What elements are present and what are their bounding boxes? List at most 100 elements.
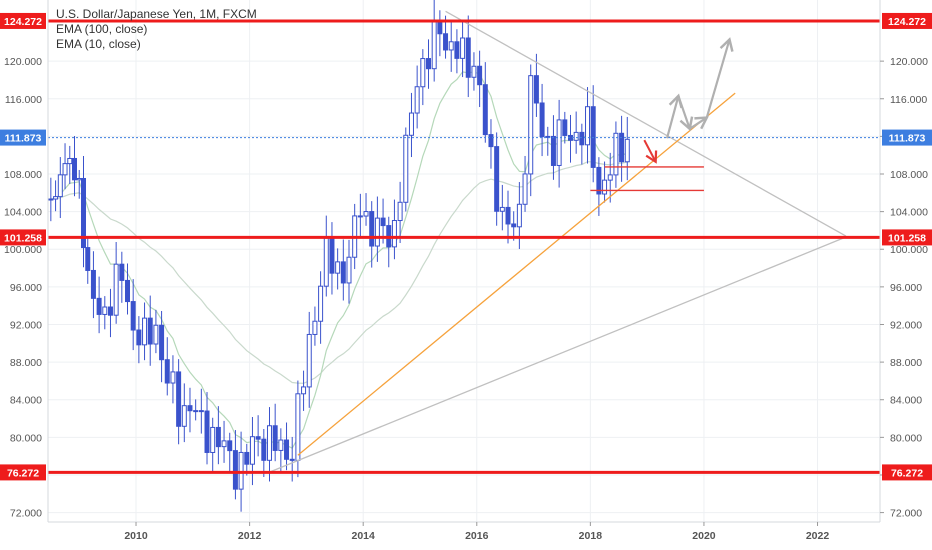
candle-body xyxy=(505,206,511,225)
candle-body xyxy=(494,146,500,212)
level-tag-left-bg xyxy=(0,464,46,481)
y-tick-label: 100.000 xyxy=(890,244,928,256)
current-price-tag-left: 111.873 xyxy=(5,133,42,145)
candle-body xyxy=(85,247,91,271)
current-price-tag-left-bg xyxy=(0,129,46,146)
candle-body xyxy=(613,132,619,176)
x-tick-label: 2018 xyxy=(579,530,603,542)
grid-lines xyxy=(48,0,880,522)
candle-body xyxy=(159,324,165,361)
candle-body xyxy=(284,439,290,460)
candle-body xyxy=(107,306,113,316)
candle-body xyxy=(528,75,534,175)
candle-body xyxy=(335,261,341,274)
candle-body xyxy=(244,451,250,465)
candle-body xyxy=(516,203,522,228)
candle-body xyxy=(329,237,335,274)
candle-body xyxy=(499,206,505,212)
candle-body xyxy=(176,371,182,427)
candle-body xyxy=(431,20,437,70)
candle-body xyxy=(550,135,556,166)
candle-body xyxy=(323,237,329,287)
x-tick-label: 2020 xyxy=(692,530,716,542)
candle-body xyxy=(153,324,159,345)
candle-body xyxy=(249,436,255,465)
candle-body xyxy=(90,269,96,299)
candle-body xyxy=(448,41,454,51)
ema-100-path xyxy=(50,161,628,384)
right-price-axis: 72.00076.00080.00084.00088.00092.00096.0… xyxy=(879,0,932,522)
candle-body xyxy=(619,132,625,163)
trendline-lower-rising xyxy=(269,236,847,473)
y-tick-label: 84.000 xyxy=(890,395,922,407)
candle-body xyxy=(573,131,579,141)
level-tag-right-bg xyxy=(882,229,932,246)
candle-body xyxy=(403,134,409,203)
y-tick-label: 92.000 xyxy=(10,319,42,331)
candle-body xyxy=(602,179,608,195)
candle-body xyxy=(295,393,301,461)
x-tick-label: 2010 xyxy=(124,530,148,542)
candle-body xyxy=(130,301,136,331)
candle-body xyxy=(102,306,108,315)
y-tick-label: 96.000 xyxy=(890,282,922,294)
y-tick-label: 120.000 xyxy=(4,56,42,68)
candle-body xyxy=(113,263,119,316)
y-tick-label: 108.000 xyxy=(4,169,42,181)
y-tick-label: 116.000 xyxy=(890,94,927,106)
candle-body xyxy=(147,317,153,345)
x-tick-label: 2016 xyxy=(465,530,489,542)
trendline-upper-descending xyxy=(445,10,847,237)
projection-arrow-up xyxy=(705,37,734,118)
candle-body xyxy=(318,285,324,322)
y-tick-label: 92.000 xyxy=(890,319,922,331)
candle-body xyxy=(67,157,73,165)
candlestick-series xyxy=(48,0,630,512)
candle-body xyxy=(460,37,466,59)
candle-body xyxy=(522,173,528,205)
candle-body xyxy=(80,177,86,249)
x-tick-label: 2022 xyxy=(806,530,830,542)
time-axis: 2010 2012 2014 2016 2018 2020 2022 xyxy=(48,521,880,542)
candle-body xyxy=(488,134,494,148)
candle-body xyxy=(471,65,477,78)
candle-body xyxy=(187,405,193,412)
level-tag-right-bg xyxy=(882,12,932,29)
candle-body xyxy=(533,75,539,104)
projection-arrow-up xyxy=(689,116,709,130)
candle-body xyxy=(369,211,375,247)
projection-arrows xyxy=(590,37,734,192)
candle-body xyxy=(482,84,488,136)
candle-body xyxy=(357,215,363,218)
y-tick-label: 96.000 xyxy=(10,282,42,294)
candle-body xyxy=(539,102,545,138)
candle-body xyxy=(301,386,307,395)
candle-body xyxy=(48,198,54,201)
candle-body xyxy=(289,458,295,461)
candle-body xyxy=(408,112,414,136)
level-tag-left: 101.258 xyxy=(4,232,42,244)
candle-body xyxy=(238,451,244,490)
y-tick-label: 116.000 xyxy=(5,94,42,106)
candle-body xyxy=(232,450,238,490)
candle-body xyxy=(272,425,278,451)
candle-body xyxy=(562,119,568,136)
candle-body xyxy=(255,436,261,440)
y-tick-label: 88.000 xyxy=(10,357,42,369)
candle-body xyxy=(227,440,233,452)
y-tick-label: 104.000 xyxy=(4,207,42,219)
x-tick-label: 2012 xyxy=(238,530,262,542)
candle-body xyxy=(579,131,585,146)
candle-body xyxy=(380,217,386,227)
candle-body xyxy=(306,333,312,388)
candle-body xyxy=(443,33,449,51)
candle-body xyxy=(119,263,125,281)
candle-body xyxy=(363,211,369,217)
ema-100-line xyxy=(50,161,628,384)
level-tag-left: 76.272 xyxy=(7,467,39,479)
projection-arrow-up xyxy=(677,95,694,132)
y-tick-label: 108.000 xyxy=(890,169,928,181)
candle-body xyxy=(96,297,102,315)
y-tick-label: 72.000 xyxy=(10,508,42,520)
